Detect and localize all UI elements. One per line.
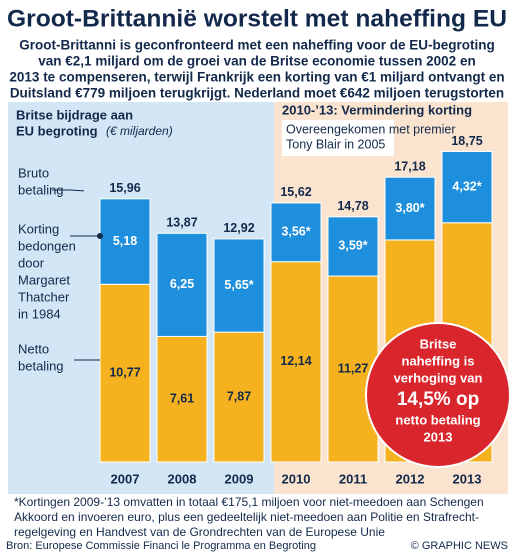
bar-segment xyxy=(213,238,265,333)
highlight-title: 2010-’13: Vermindering korting xyxy=(282,102,472,117)
value-label: 5,65* xyxy=(224,278,253,292)
legend-total: Bruto xyxy=(18,165,49,180)
legend-entry: bedongen xyxy=(18,238,76,253)
legend-entry: Netto xyxy=(18,341,49,356)
legend-entry: Korting xyxy=(18,221,59,236)
value-label: 7,61 xyxy=(170,392,194,406)
axis-title: EU begroting xyxy=(16,123,98,138)
pointer-dot xyxy=(97,233,103,239)
bar-segment xyxy=(270,202,322,263)
value-label: 3,56* xyxy=(281,225,310,239)
x-tick-label: 2008 xyxy=(168,471,197,486)
legend-entry: Margaret xyxy=(18,272,70,287)
pointer xyxy=(52,189,85,192)
value-label: 11,27 xyxy=(338,361,369,375)
value-label: 7,87 xyxy=(227,389,251,403)
total-label: 15,62 xyxy=(280,185,311,199)
value-label: 10,77 xyxy=(109,365,140,379)
subtitle: Groot-Brittanni is geconfronteerd met ee… xyxy=(19,38,495,53)
note-box xyxy=(282,120,394,156)
source: Bron: Europese Commissie Financi le Prog… xyxy=(6,540,316,552)
bar-segment xyxy=(213,331,265,463)
x-tick-label: 2009 xyxy=(225,471,254,486)
callout-text: netto betaling xyxy=(395,412,480,427)
total-label: 13,87 xyxy=(166,216,197,230)
subtitle: Duitsland €779 miljoen terugkrijgt. Nede… xyxy=(10,86,504,101)
callout-text: Britse xyxy=(420,336,457,351)
callout-circle xyxy=(365,322,511,468)
total-label: 15,96 xyxy=(109,181,140,195)
legend-entry: in 1984 xyxy=(18,306,61,321)
chart-title: Groot-Brittannië worstelt met naheffing … xyxy=(7,5,507,32)
bar-segment xyxy=(99,198,151,285)
highlight-note: Tony Blair in 2005 xyxy=(286,137,385,151)
axis-unit: (€ miljarden) xyxy=(106,124,173,138)
bar-segment xyxy=(327,275,379,463)
credit: © GRAPHIC NEWS xyxy=(411,540,508,552)
x-tick-label: 2010 xyxy=(282,471,311,486)
legend-entry: Thatcher xyxy=(18,289,70,304)
value-label: 3,80* xyxy=(395,201,424,215)
bar-segment xyxy=(384,176,436,241)
bar-segment xyxy=(327,216,379,277)
value-label: 3,59* xyxy=(338,239,367,253)
x-tick-label: 2012 xyxy=(396,471,425,486)
legend-total: betaling xyxy=(18,182,64,197)
value-label: 12,14 xyxy=(280,354,311,368)
callout-text: verhoging van xyxy=(394,370,483,385)
total-label: 18,75 xyxy=(451,134,482,148)
bar-segment xyxy=(270,261,322,463)
axis-title: Britse bijdrage aan xyxy=(16,107,133,122)
footnote: *Kortingen 2009-’13 omvatten in totaal €… xyxy=(14,495,484,509)
total-label: 12,92 xyxy=(223,221,254,235)
callout-text: 14,5% op xyxy=(397,389,479,410)
value-label: 6,25 xyxy=(170,277,194,291)
footnote: Akkoord en invoeren euro, plus een gedee… xyxy=(14,510,479,524)
subtitle: van €2,1 miljard om de groei van de Brit… xyxy=(38,54,475,69)
value-label: 4,32* xyxy=(452,179,481,193)
footnote: regelgeving en Handvest van de Grondrech… xyxy=(14,525,385,539)
x-tick-label: 2013 xyxy=(453,471,482,486)
callout-text: naheffing is xyxy=(402,353,475,368)
subtitle: 2013 te compenseren, terwijl Frankrijk e… xyxy=(9,70,504,85)
bar-segment xyxy=(441,150,493,224)
legend-entry: door xyxy=(18,255,45,270)
x-tick-label: 2007 xyxy=(111,471,140,486)
x-tick-label: 2011 xyxy=(339,471,367,486)
total-label: 14,78 xyxy=(337,199,368,213)
bar-segment xyxy=(156,232,208,337)
legend-entry: betaling xyxy=(18,358,64,373)
highlight-note: Overeengekomen met premier xyxy=(286,122,456,136)
value-label: 5,18 xyxy=(113,234,137,248)
total-label: 17,18 xyxy=(394,160,425,174)
callout-text: 2013 xyxy=(424,429,453,444)
